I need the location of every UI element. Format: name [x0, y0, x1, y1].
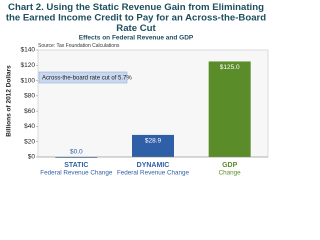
y-tick-label: $20	[24, 138, 35, 145]
value-label: $28.9	[145, 138, 162, 145]
x-tick-sublabel: Change	[219, 170, 242, 177]
bar	[208, 61, 251, 157]
y-tick-label: $60	[24, 108, 35, 115]
annotation: Across-the-board rate cut of 5.7%	[42, 75, 132, 81]
x-tick-sublabel: Federal Revenue Change	[117, 170, 190, 177]
y-tick-label: $80	[24, 93, 35, 100]
bar	[132, 134, 174, 157]
y-tick-label: $40	[24, 123, 35, 130]
y-tick-label: $120	[21, 62, 36, 69]
title-line: the Earned Income Credit to Pay for an A…	[6, 12, 266, 23]
value-label: $0.0	[70, 149, 83, 156]
x-tick-sublabel: Federal Revenue Change	[40, 170, 113, 177]
x-tick-label: STATIC	[64, 162, 88, 169]
title-line: Rate Cut	[116, 23, 156, 34]
chart-title: Chart 2. Using the Static Revenue Gain f…	[6, 2, 266, 34]
y-tick-label: $140	[21, 47, 36, 54]
y-axis-label: Billions of 2012 Dollars	[6, 65, 13, 137]
value-label: $125.0	[220, 64, 240, 71]
bar	[55, 157, 98, 158]
y-tick-label: $100	[21, 77, 36, 84]
source: Source: Tax Foundation Calculations	[38, 43, 120, 49]
chart: Chart 2. Using the Static Revenue Gain f…	[5, 1, 269, 177]
title-line: Chart 2. Using the Static Revenue Gain f…	[8, 2, 264, 13]
y-tick-label: $0	[28, 154, 36, 161]
annotation-box	[38, 71, 128, 84]
x-tick-label: GDP	[222, 162, 238, 169]
x-tick-label: DYNAMIC	[137, 162, 170, 169]
chart-subtitle: Effects on Federal Revenue and GDP	[79, 35, 194, 42]
